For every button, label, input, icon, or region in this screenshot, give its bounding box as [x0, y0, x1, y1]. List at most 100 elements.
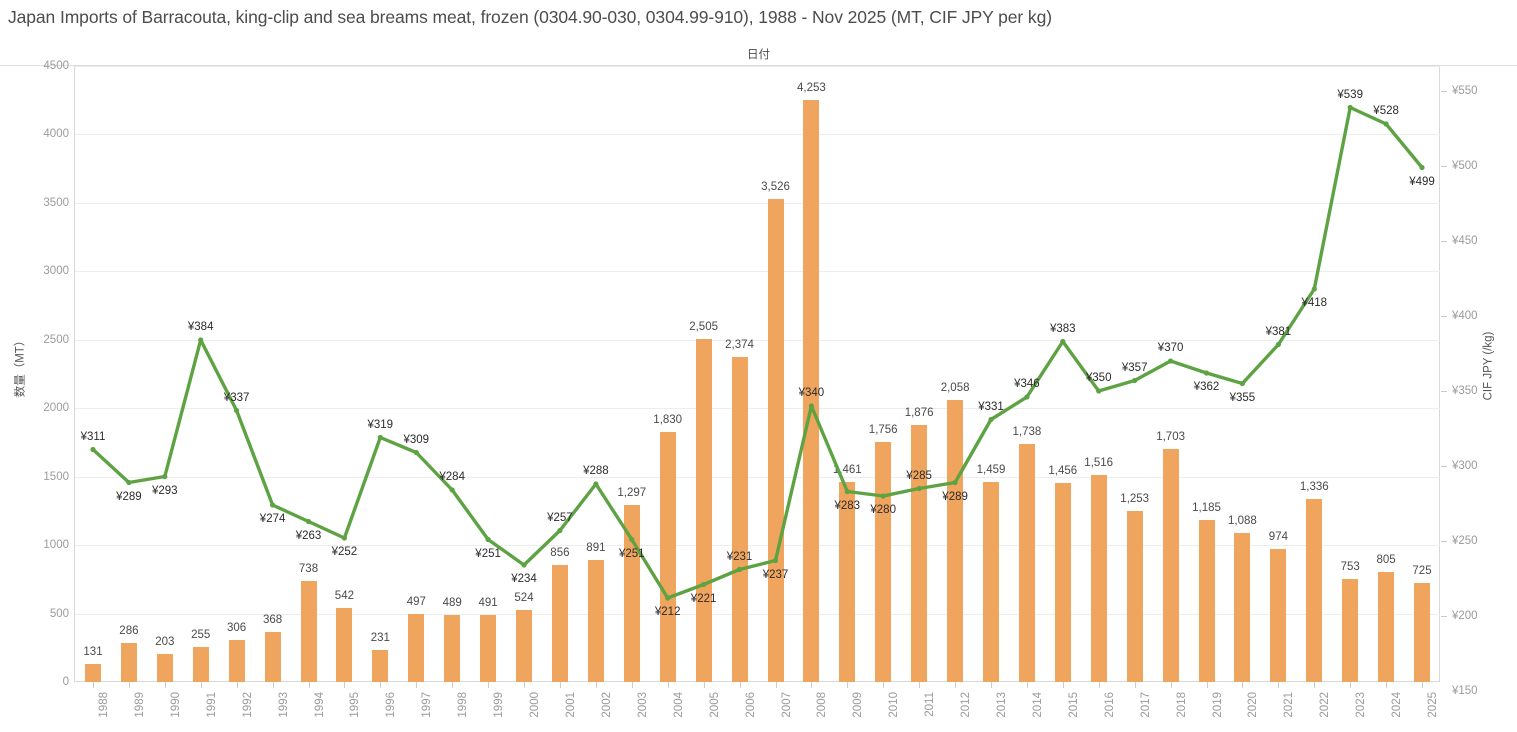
bar[interactable] — [551, 564, 568, 682]
bar[interactable] — [1270, 548, 1287, 682]
x-axis-tick-label[interactable]: 2015 — [1067, 692, 1080, 718]
line-point[interactable] — [377, 434, 383, 441]
x-axis-tick-label[interactable]: 1988 — [98, 692, 110, 718]
x-axis-tick-label[interactable]: 2010 — [888, 692, 901, 718]
bar[interactable] — [408, 614, 425, 682]
x-axis-tick-label[interactable]: 2012 — [960, 692, 973, 718]
bar[interactable] — [372, 650, 389, 682]
line-point[interactable] — [126, 479, 132, 486]
x-axis-tick-label[interactable]: 2022 — [1319, 692, 1332, 718]
bar[interactable] — [839, 482, 856, 682]
x-axis-tick-label[interactable]: 2019 — [1211, 692, 1224, 718]
bar[interactable] — [623, 504, 640, 682]
x-axis-tick-label[interactable]: 2005 — [708, 692, 721, 718]
bar[interactable] — [300, 581, 317, 682]
x-axis-tick-label[interactable]: 1991 — [205, 692, 218, 718]
x-axis-tick-label[interactable]: 2003 — [636, 692, 649, 718]
line-point[interactable] — [593, 481, 599, 487]
line-point[interactable] — [270, 502, 276, 508]
line-point[interactable] — [1168, 358, 1174, 364]
bar[interactable] — [1198, 519, 1215, 682]
bar[interactable] — [1378, 571, 1395, 682]
x-axis-tick-label[interactable]: 1989 — [133, 692, 146, 718]
x-axis-tick-label[interactable]: 2014 — [1031, 692, 1044, 718]
line-point[interactable] — [485, 536, 491, 543]
bar[interactable] — [767, 199, 784, 682]
line-point[interactable] — [341, 535, 347, 541]
line-point[interactable] — [1203, 370, 1210, 376]
bar[interactable] — [911, 425, 928, 682]
bar[interactable] — [947, 400, 964, 682]
x-axis-tick-label[interactable]: 2009 — [852, 692, 865, 718]
x-axis-tick-label[interactable]: 2018 — [1175, 692, 1188, 718]
bar[interactable] — [192, 647, 209, 682]
line-point[interactable] — [988, 416, 994, 423]
bar[interactable] — [480, 614, 497, 682]
x-axis-tick-label[interactable]: 2024 — [1391, 692, 1404, 718]
bar[interactable] — [228, 640, 245, 682]
line-point[interactable] — [449, 487, 455, 493]
bar[interactable] — [731, 357, 748, 682]
x-axis-tick-label[interactable]: 1998 — [457, 692, 470, 718]
bar[interactable] — [1126, 510, 1143, 682]
x-axis-tick-label[interactable]: 1990 — [169, 692, 182, 718]
line-point[interactable] — [1024, 394, 1030, 400]
line-point[interactable] — [1132, 377, 1138, 384]
x-axis-tick-label[interactable]: 2021 — [1283, 692, 1296, 718]
bar[interactable] — [1018, 444, 1035, 682]
bar[interactable] — [983, 482, 999, 682]
x-axis-tick-label[interactable]: 1995 — [349, 692, 362, 718]
x-axis-tick-label[interactable]: 1992 — [241, 692, 254, 718]
line-point[interactable] — [305, 518, 312, 525]
x-axis-tick-label[interactable]: 1996 — [385, 692, 398, 718]
x-axis-tick-label[interactable]: 2013 — [996, 692, 1008, 718]
bar[interactable] — [875, 441, 892, 682]
line-point[interactable] — [1347, 104, 1353, 111]
line-point[interactable] — [1275, 341, 1281, 348]
bar[interactable] — [120, 642, 137, 682]
x-axis-tick-label[interactable]: 2020 — [1247, 692, 1260, 718]
x-axis-tick-label[interactable]: 2002 — [600, 692, 613, 718]
bar[interactable] — [587, 560, 604, 682]
x-axis-tick-label[interactable]: 1997 — [421, 692, 434, 718]
line-point[interactable] — [1311, 286, 1317, 292]
line-point[interactable] — [1239, 380, 1245, 387]
x-axis-tick-label[interactable]: 2007 — [780, 692, 793, 718]
bar[interactable] — [444, 615, 461, 682]
line-point[interactable] — [90, 446, 96, 453]
x-axis-tick-label[interactable]: 2004 — [672, 692, 685, 718]
bar[interactable] — [1414, 582, 1430, 682]
bar[interactable] — [156, 654, 173, 682]
x-axis-tick-label[interactable]: 2016 — [1103, 692, 1116, 718]
x-axis-tick-label[interactable]: 2008 — [816, 692, 829, 718]
x-axis-tick-label[interactable]: 1994 — [313, 692, 326, 718]
line-point[interactable] — [413, 449, 419, 456]
line-point[interactable] — [1096, 388, 1102, 394]
bar[interactable] — [695, 339, 712, 682]
bar[interactable] — [659, 431, 676, 682]
line-point[interactable] — [557, 527, 563, 534]
x-axis-tick-label[interactable]: 2025 — [1427, 692, 1439, 718]
line-point[interactable] — [1419, 164, 1425, 171]
bar[interactable] — [1162, 448, 1179, 682]
bar[interactable] — [85, 664, 101, 682]
x-axis-tick-label[interactable]: 2023 — [1355, 692, 1368, 718]
bar[interactable] — [1234, 533, 1251, 682]
bar-value-label: 203 — [155, 636, 175, 649]
x-axis-tick-label[interactable]: 2001 — [564, 692, 577, 718]
bar[interactable] — [1054, 482, 1071, 682]
line-point[interactable] — [1383, 121, 1389, 127]
bar[interactable] — [264, 631, 281, 682]
x-axis-tick-label[interactable]: 2017 — [1139, 692, 1152, 718]
x-axis-tick-label[interactable]: 2000 — [529, 692, 541, 718]
x-axis-tick-label[interactable]: 2011 — [924, 692, 937, 717]
bar[interactable] — [1306, 499, 1323, 682]
x-axis-tick-label[interactable]: 2006 — [744, 692, 757, 718]
x-axis-tick-label[interactable]: 1993 — [277, 692, 290, 718]
x-axis-tick-label[interactable]: 1999 — [493, 692, 506, 718]
bar[interactable] — [1342, 578, 1359, 682]
line-point[interactable] — [521, 562, 527, 568]
bar[interactable] — [336, 607, 353, 682]
bar[interactable] — [1090, 474, 1107, 682]
bar[interactable] — [516, 610, 532, 682]
